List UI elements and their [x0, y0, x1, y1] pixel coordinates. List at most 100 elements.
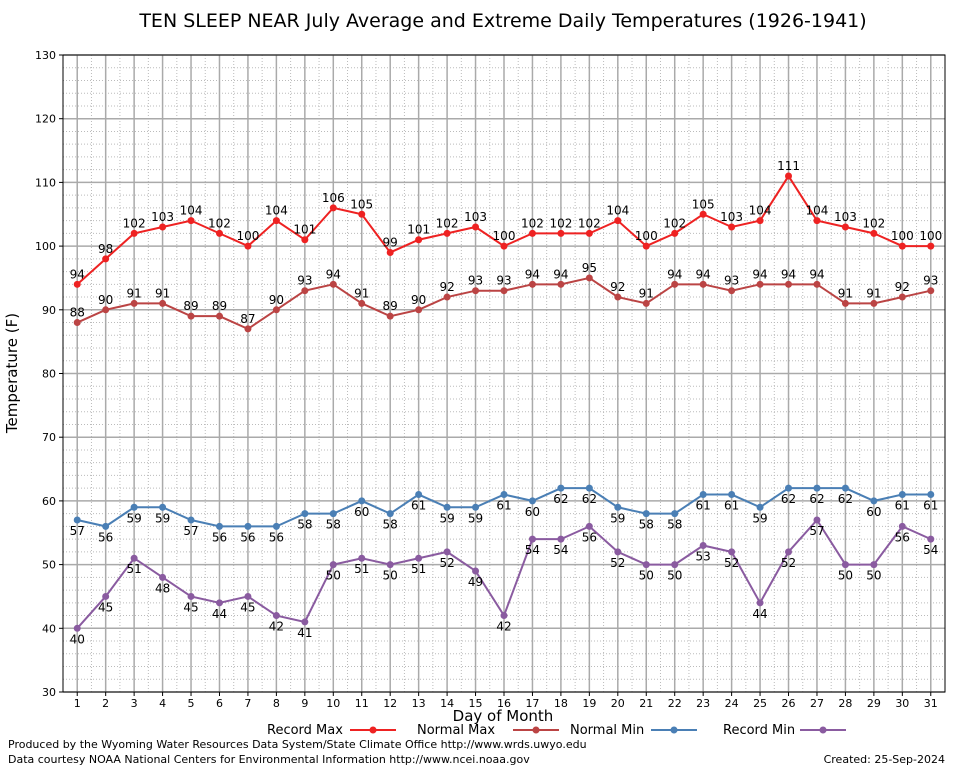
normal-min-data-label: 59: [752, 511, 767, 525]
record-max-point: [244, 242, 252, 250]
normal-min-point: [329, 510, 337, 518]
record-min-point: [528, 535, 536, 543]
y-tick-label: 60: [42, 495, 56, 508]
record-max-data-label: 103: [464, 210, 487, 224]
record-min-point: [102, 592, 110, 600]
record-min-point: [443, 548, 451, 556]
record-min-data-label: 48: [155, 581, 170, 595]
footer-credit-noaa: Data courtesy NOAA National Centers for …: [8, 753, 530, 766]
normal-max-point: [130, 299, 138, 307]
y-tick-label: 110: [35, 176, 56, 189]
normal-min-data-label: 61: [411, 499, 426, 513]
normal-min-data-label: 62: [582, 492, 597, 506]
normal-max-point: [785, 280, 793, 288]
record-max-data-label: 106: [322, 191, 345, 205]
record-min-data-label: 50: [838, 569, 853, 583]
normal-max-point: [813, 280, 821, 288]
normal-min-data-label: 61: [895, 499, 910, 513]
normal-min-data-label: 59: [439, 511, 454, 525]
normal-min-data-label: 57: [70, 524, 85, 538]
record-max-data-label: 101: [407, 223, 430, 237]
x-tick-label: 16: [497, 697, 511, 710]
normal-min-data-label: 62: [809, 492, 824, 506]
record-max-point: [301, 236, 309, 244]
record-min-point: [557, 535, 565, 543]
x-tick-label: 17: [525, 697, 539, 710]
x-tick-label: 27: [810, 697, 824, 710]
record-min-data-label: 41: [297, 626, 312, 640]
normal-min-data-label: 58: [297, 518, 312, 532]
record-min-data-label: 42: [496, 620, 511, 634]
normal-max-point: [870, 299, 878, 307]
normal-max-data-label: 91: [126, 286, 141, 300]
normal-max-data-label: 89: [383, 299, 398, 313]
record-max-point: [472, 223, 480, 231]
normal-min-data-label: 61: [496, 499, 511, 513]
record-max-point: [699, 210, 707, 218]
record-min-data-label: 51: [354, 562, 369, 576]
normal-max-point: [557, 280, 565, 288]
record-min-data-label: 57: [809, 524, 824, 538]
record-min-data-label: 54: [923, 543, 938, 557]
normal-min-point: [102, 522, 110, 530]
record-min-point: [671, 561, 679, 569]
normal-min-data-label: 58: [383, 518, 398, 532]
record-min-point: [472, 567, 480, 575]
record-max-data-label: 102: [436, 216, 459, 230]
normal-min-point: [159, 503, 167, 511]
normal-max-data-label: 94: [525, 267, 540, 281]
normal-max-data-label: 93: [496, 274, 511, 288]
record-min-point: [870, 561, 878, 569]
normal-min-data-label: 61: [696, 499, 711, 513]
normal-min-data-label: 58: [639, 518, 654, 532]
normal-min-point: [785, 484, 793, 492]
x-tick-label: 19: [582, 697, 596, 710]
normal-max-data-label: 87: [240, 312, 255, 326]
record-max-point: [386, 248, 394, 256]
record-max-point: [728, 223, 736, 231]
legend-marker-normal-min: [670, 726, 678, 734]
normal-max-data-label: 89: [212, 299, 227, 313]
record-max-data-label: 101: [293, 223, 316, 237]
normal-max-data-label: 91: [155, 286, 170, 300]
record-max-data-label: 104: [180, 204, 203, 218]
x-axis-title: Day of Month: [453, 707, 554, 725]
normal-min-data-label: 62: [553, 492, 568, 506]
normal-min-data-label: 59: [468, 511, 483, 525]
record-max-point: [528, 229, 536, 237]
record-min-data-label: 53: [696, 549, 711, 563]
normal-min-point: [728, 491, 736, 499]
normal-min-data-label: 58: [667, 518, 682, 532]
record-min-data-label: 50: [326, 569, 341, 583]
record-max-point: [614, 217, 622, 225]
normal-max-data-label: 94: [326, 267, 341, 281]
record-max-point: [870, 229, 878, 237]
normal-max-point: [386, 312, 394, 320]
normal-max-point: [728, 287, 736, 295]
series: [73, 172, 935, 632]
record-min-point: [415, 554, 423, 562]
record-max-data-label: 102: [578, 216, 601, 230]
normal-min-data-label: 59: [610, 511, 625, 525]
footer-created-date: Created: 25-Sep-2024: [824, 753, 945, 766]
y-tick-label: 90: [42, 304, 56, 317]
normal-max-point: [272, 306, 280, 314]
x-tick-label: 3: [131, 697, 138, 710]
normal-max-data-label: 94: [752, 267, 767, 281]
x-tick-label: 14: [440, 697, 454, 710]
record-max-data-label: 102: [208, 216, 231, 230]
normal-max-point: [756, 280, 764, 288]
normal-min-point: [472, 503, 480, 511]
normal-max-data-label: 94: [553, 267, 568, 281]
normal-min-point: [272, 522, 280, 530]
normal-min-point: [415, 491, 423, 499]
y-tick-label: 120: [35, 113, 56, 126]
normal-max-point: [841, 299, 849, 307]
normal-min-data-label: 61: [724, 499, 739, 513]
normal-max-data-label: 92: [439, 280, 454, 294]
normal-max-data-label: 93: [923, 274, 938, 288]
record-max-point: [557, 229, 565, 237]
normal-min-point: [557, 484, 565, 492]
record-min-data-label: 45: [183, 600, 198, 614]
x-tick-label: 11: [355, 697, 369, 710]
